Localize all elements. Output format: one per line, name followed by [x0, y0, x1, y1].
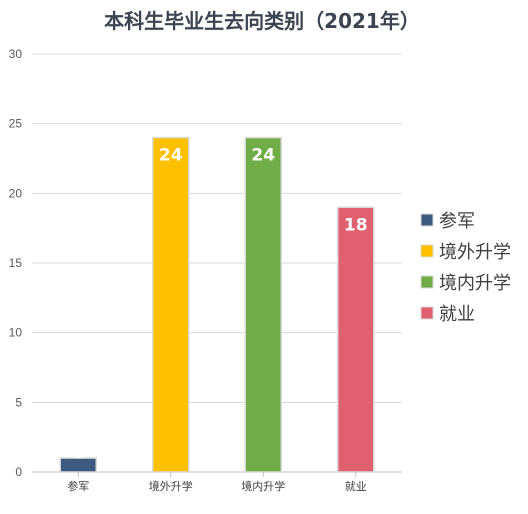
y-tick-label: 0 — [15, 465, 22, 479]
y-tick-label: 15 — [9, 256, 23, 270]
y-tick-label: 10 — [9, 326, 23, 340]
x-tick-label: 参军 — [67, 479, 89, 493]
bar — [152, 136, 190, 473]
data-label: 1 — [72, 443, 84, 463]
data-label: 24 — [251, 146, 275, 166]
bars — [59, 136, 375, 473]
x-tick-label: 境内升学 — [241, 479, 285, 493]
legend-swatch — [420, 244, 434, 258]
chart-title: 本科生毕业生去向类别（2021年） — [104, 9, 420, 33]
data-label: 24 — [159, 146, 183, 166]
bar — [337, 206, 375, 473]
x-tick-label: 就业 — [345, 479, 367, 493]
y-tick-label: 5 — [15, 395, 22, 409]
data-labels: 1 24 24 18 — [72, 146, 367, 463]
y-tick-label: 20 — [9, 186, 23, 200]
legend-swatch — [420, 275, 434, 289]
x-axis: 参军 境外升学 境内升学 就业 — [67, 472, 367, 493]
legend-label: 境外升学 — [439, 242, 511, 263]
y-axis: 0 5 10 15 20 25 30 — [9, 47, 23, 479]
legend-label: 境内升学 — [439, 273, 511, 294]
legend-label: 参军 — [439, 211, 475, 232]
legend-swatch — [420, 306, 434, 320]
y-tick-label: 25 — [9, 117, 23, 131]
gridlines — [32, 53, 402, 473]
legend-label: 就业 — [439, 304, 475, 325]
x-tick-label: 境外升学 — [149, 479, 193, 493]
y-tick-label: 30 — [9, 47, 23, 61]
legend-swatch — [420, 213, 434, 227]
data-label: 18 — [344, 215, 368, 235]
bar — [244, 136, 282, 473]
